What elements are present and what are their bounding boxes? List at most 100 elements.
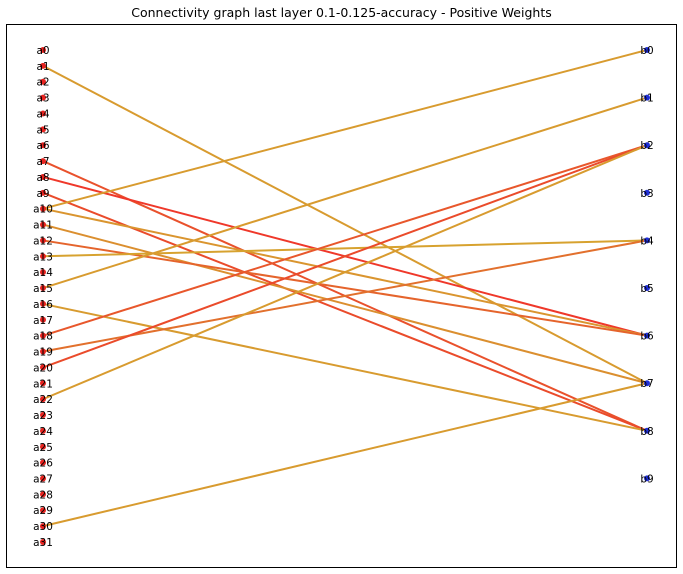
edge-a15-b1	[42, 96, 648, 290]
node-label-a6: a6	[36, 140, 49, 152]
node-a21	[40, 380, 46, 387]
node-a30	[40, 523, 46, 530]
node-b5	[644, 285, 650, 291]
node-b6	[644, 332, 650, 339]
node-label-a8: a8	[36, 172, 49, 184]
node-label-a7: a7	[36, 156, 49, 168]
node-a0	[40, 47, 46, 53]
node-b4	[644, 237, 650, 244]
node-a3	[40, 94, 46, 101]
plot-frame	[6, 24, 677, 568]
node-label-a0: a0	[36, 45, 49, 57]
node-b1	[644, 94, 650, 101]
node-label-b8: b8	[640, 426, 653, 438]
node-label-b6: b6	[640, 331, 654, 343]
edge-a10-b0	[42, 49, 648, 210]
node-b8	[644, 427, 650, 434]
node-a12	[40, 237, 46, 244]
edge-a22-b2	[42, 144, 648, 401]
node-label-a27: a27	[33, 473, 53, 485]
node-label-a15: a15	[33, 283, 53, 295]
node-label-b7: b7	[640, 378, 653, 390]
node-label-a28: a28	[33, 489, 53, 501]
edge-a16-b8	[42, 302, 648, 432]
node-a24	[40, 427, 46, 434]
node-label-a9: a9	[36, 188, 49, 200]
node-label-a10: a10	[33, 204, 53, 216]
edge-a20-b2	[42, 144, 648, 369]
edge-a13-b4	[42, 239, 648, 258]
node-b9	[644, 475, 650, 482]
node-label-a20: a20	[33, 362, 53, 374]
node-a9	[40, 189, 46, 196]
node-label-a12: a12	[33, 235, 53, 247]
node-a10	[40, 205, 46, 212]
node-label-b1: b1	[640, 93, 653, 105]
node-label-a30: a30	[33, 521, 53, 533]
node-a23	[40, 412, 46, 419]
node-label-b0: b0	[640, 45, 653, 57]
node-a7	[40, 158, 46, 165]
edge-a9-b8	[42, 191, 648, 432]
node-a14	[40, 269, 46, 276]
node-label-a1: a1	[36, 61, 49, 73]
node-a18	[40, 332, 46, 339]
node-b3	[644, 189, 650, 196]
edge-a30-b7	[42, 382, 648, 528]
node-a29	[40, 507, 46, 514]
node-a19	[40, 348, 46, 355]
node-layer	[40, 47, 650, 545]
node-label-a4: a4	[36, 108, 49, 120]
node-a25	[40, 443, 46, 450]
node-label-b3: b3	[640, 188, 653, 200]
node-a5	[40, 126, 46, 133]
label-layer: a0 a1 a2 a3 a4 a5 a6 a7 a8 a9 a10 a11 a12 a13 a14 a15 a1…	[33, 45, 654, 549]
node-label-a31: a31	[33, 537, 53, 549]
node-label-b5: b5	[640, 283, 653, 295]
chart-title: Connectivity graph last layer 0.1-0.125-…	[131, 5, 552, 20]
node-b2	[644, 142, 650, 149]
node-a16	[40, 300, 46, 307]
node-b7	[644, 380, 650, 387]
node-label-b9: b9	[640, 473, 653, 485]
node-label-a5: a5	[36, 124, 49, 136]
node-a27	[40, 475, 46, 482]
node-a22	[40, 396, 46, 403]
node-label-a2: a2	[36, 77, 49, 89]
node-a8	[40, 173, 46, 180]
node-a11	[40, 221, 46, 228]
edge-a18-b2	[42, 144, 648, 337]
node-label-a16: a16	[33, 299, 53, 311]
node-a1	[40, 62, 46, 69]
node-a4	[40, 110, 46, 117]
node-label-a24: a24	[33, 426, 53, 438]
node-a17	[40, 316, 46, 323]
node-a20	[40, 364, 46, 371]
edge-a11-b7	[42, 223, 648, 385]
node-label-a11: a11	[33, 220, 53, 232]
edge-a1-b7	[42, 64, 648, 385]
node-label-a19: a19	[33, 347, 53, 359]
node-a13	[40, 253, 46, 260]
node-label-a22: a22	[33, 394, 53, 406]
edge-layer	[42, 49, 648, 528]
node-label-a25: a25	[33, 442, 53, 454]
node-a28	[40, 491, 46, 498]
edge-a19-b4	[42, 239, 648, 353]
node-label-a23: a23	[33, 410, 53, 422]
node-label-a3: a3	[36, 93, 49, 105]
node-b0	[644, 47, 650, 53]
node-a2	[40, 78, 46, 85]
node-a6	[40, 142, 46, 149]
node-label-a18: a18	[33, 331, 53, 343]
node-label-a13: a13	[33, 251, 53, 263]
node-label-a21: a21	[33, 378, 53, 390]
node-a31	[40, 538, 46, 545]
node-a15	[40, 285, 46, 292]
node-label-a26: a26	[33, 458, 53, 470]
node-a26	[40, 459, 46, 466]
node-label-a29: a29	[33, 505, 53, 517]
node-label-a14: a14	[33, 267, 53, 279]
node-label-a17: a17	[33, 315, 53, 327]
